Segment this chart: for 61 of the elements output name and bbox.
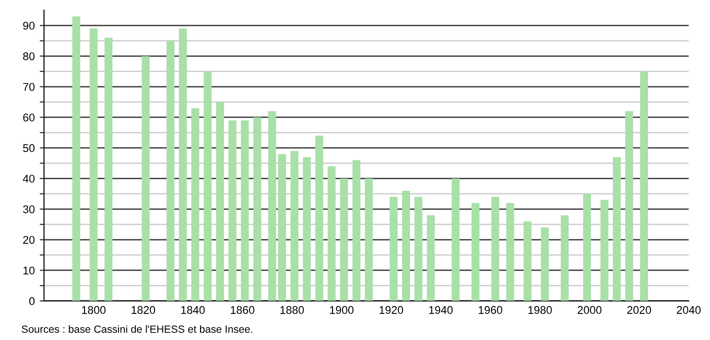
- bar: [426, 215, 435, 301]
- x-tick-label: 1920: [380, 306, 404, 314]
- x-tick-label: 1860: [230, 306, 254, 314]
- bar: [612, 157, 621, 301]
- bar: [72, 16, 80, 301]
- x-tick-label: 1980: [528, 306, 552, 314]
- bar: [402, 190, 410, 301]
- bar: [600, 200, 608, 301]
- y-tick-label: 10: [23, 266, 35, 274]
- x-tick-label: 1800: [82, 306, 106, 314]
- y-tick-label: 80: [23, 52, 35, 60]
- y-tick-label: 50: [23, 144, 35, 152]
- bar: [390, 196, 398, 301]
- bar: [302, 157, 311, 301]
- bar: [352, 160, 360, 301]
- bar: [625, 111, 634, 301]
- bar: [414, 196, 422, 301]
- bar: [524, 221, 532, 301]
- bar: [240, 120, 249, 301]
- x-tick-label: 1960: [478, 306, 502, 314]
- bar: [506, 202, 514, 301]
- y-tick-label: 0: [29, 297, 35, 306]
- bar: [640, 71, 648, 301]
- x-tick-label: 1820: [132, 306, 156, 314]
- x-tick-label: 2040: [676, 306, 701, 314]
- bar: [278, 154, 286, 301]
- bar: [540, 227, 549, 301]
- bar: [204, 71, 212, 301]
- x-tick-label: 2000: [578, 306, 602, 314]
- bar: [166, 40, 174, 301]
- bar: [364, 178, 373, 301]
- x-tick-label: 2020: [627, 306, 652, 314]
- bar: [253, 117, 262, 301]
- bar: [290, 150, 298, 301]
- bar: [178, 28, 187, 301]
- bar: [268, 111, 276, 301]
- bar: [583, 194, 592, 301]
- bar: [328, 166, 336, 301]
- x-tick-label: 1940: [429, 306, 453, 314]
- y-tick-label: 70: [23, 82, 35, 91]
- y-tick-label: 20: [23, 236, 35, 244]
- y-tick-label: 40: [22, 174, 35, 183]
- bar: [452, 178, 460, 301]
- bar: [471, 202, 480, 301]
- bar: [560, 215, 569, 301]
- bar: [228, 120, 236, 301]
- y-tick-label: 60: [23, 114, 35, 122]
- y-tick-label: 90: [23, 22, 35, 30]
- source-note: Sources : base Cassini de l'EHESS et base Insee.: [22, 325, 252, 333]
- bar: [216, 102, 224, 301]
- bar: [104, 38, 112, 301]
- y-tick-label: 30: [23, 205, 35, 214]
- bar: [191, 108, 200, 301]
- bar: [142, 56, 150, 301]
- bar: [340, 178, 348, 301]
- x-tick-label: 1880: [280, 306, 304, 314]
- x-tick-label: 1900: [330, 306, 354, 314]
- bar: [315, 136, 324, 301]
- bar: [491, 196, 500, 301]
- bar: [90, 28, 98, 301]
- x-tick-label: 1840: [181, 306, 205, 314]
